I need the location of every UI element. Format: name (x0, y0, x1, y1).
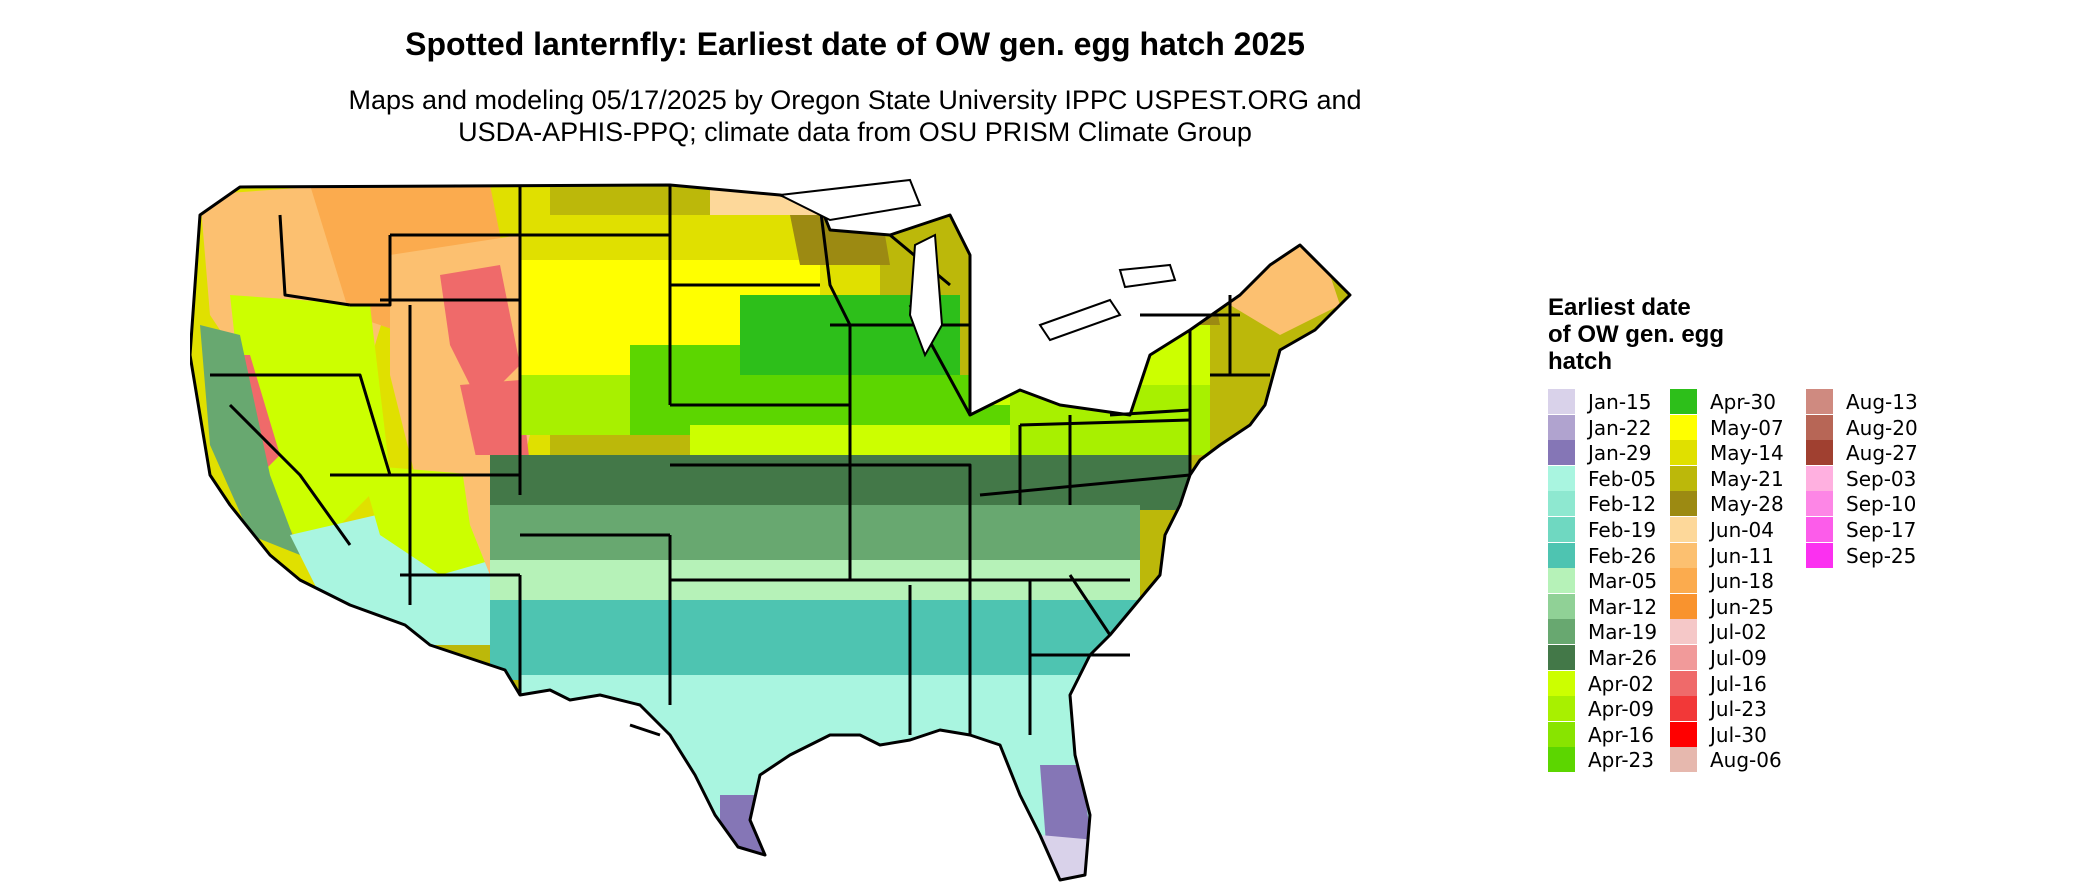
legend-label: Aug-20 (1846, 415, 1918, 440)
legend-label: Mar-26 (1588, 646, 1658, 670)
legend-label: Jul-23 (1710, 697, 1767, 722)
legend-swatch (1548, 491, 1575, 517)
legend-swatch (1670, 593, 1697, 619)
legend-label: May-28 (1710, 492, 1784, 517)
legend-swatch (1806, 517, 1833, 542)
legend-label: May-14 (1710, 441, 1784, 466)
legend-swatch (1806, 542, 1833, 568)
legend-label: Jul-30 (1710, 722, 1767, 747)
legend-label: Apr-09 (1588, 697, 1654, 722)
band-gulf-inland (490, 560, 1140, 605)
map-subtitle: Maps and modeling 05/17/2025 by Oregon S… (0, 84, 1710, 148)
legend-label: Feb-12 (1588, 492, 1657, 517)
legend-title-line-3: hatch (1548, 348, 1613, 375)
us-map (190, 178, 1352, 882)
legend-label: Jan-22 (1588, 415, 1652, 440)
legend-swatch (1548, 517, 1575, 542)
legend-label: Sep-10 (1846, 492, 1917, 517)
legend-label: Apr-02 (1588, 671, 1654, 696)
legend-swatch (1670, 619, 1697, 645)
legend-label: Aug-06 (1710, 748, 1782, 773)
legend-swatch (1670, 645, 1697, 670)
legend-swatch (1548, 465, 1575, 491)
legend-label: Feb-05 (1588, 466, 1657, 491)
legend-swatch (1548, 721, 1575, 747)
legend-swatch (1670, 414, 1697, 440)
legend-swatch (1670, 517, 1697, 542)
map-title: Spotted lanternfly: Earliest date of OW … (405, 26, 1305, 62)
legend-label: Jan-29 (1588, 441, 1652, 466)
legend-label: Jul-16 (1710, 671, 1767, 696)
lake-erie (1038, 298, 1122, 342)
legend-label: Aug-13 (1846, 390, 1918, 414)
legend-label: May-07 (1710, 415, 1784, 440)
legend-title-line-2: of OW gen. egg (1548, 321, 1724, 348)
legend-label: Feb-19 (1588, 518, 1657, 542)
legend-label: Jun-18 (1710, 569, 1774, 594)
band-florida-keys-tone (1040, 835, 1100, 880)
legend-label: Apr-30 (1710, 390, 1776, 414)
legend-label: May-21 (1710, 466, 1784, 491)
legend-label: Jul-09 (1710, 646, 1767, 670)
legend-label: Jul-02 (1710, 620, 1767, 645)
legend-label: Sep-17 (1846, 518, 1917, 542)
legend-swatch (1548, 747, 1575, 773)
band-california-valley (200, 325, 300, 555)
legend-swatch (1548, 389, 1575, 414)
state-boundaries (190, 183, 1352, 882)
legend-label: Jun-04 (1710, 518, 1774, 542)
legend-swatch (1670, 465, 1697, 491)
legend-swatch (1548, 593, 1575, 619)
legend-swatch (1806, 414, 1833, 440)
legend-label: Mar-05 (1588, 569, 1658, 594)
legend-label: Mar-19 (1588, 620, 1658, 645)
band-south-texas-tip (720, 795, 775, 865)
lake-michigan (908, 233, 944, 358)
legend-label: Apr-16 (1588, 722, 1654, 747)
subtitle-line-2: USDA-APHIS-PPQ; climate data from OSU PR… (458, 117, 1252, 147)
band-gulf-coast (490, 600, 1140, 680)
legend-label: Apr-23 (1588, 748, 1654, 773)
legend-swatch (1670, 721, 1697, 747)
legend-swatch (1670, 696, 1697, 722)
legend-label: Feb-26 (1588, 543, 1657, 568)
legend-title-line-1: Earliest date (1548, 294, 1691, 321)
legend-label: Jan-15 (1588, 390, 1652, 414)
legend-label: Sep-03 (1846, 466, 1917, 491)
legend-title: Earliest date of OW gen. egg hatch (1548, 294, 1778, 375)
great-lakes (776, 178, 1177, 358)
legend-swatch (1670, 568, 1697, 594)
legend-label: Aug-27 (1846, 441, 1918, 466)
legend-swatch (1670, 670, 1697, 696)
band-colorado-peaks (460, 380, 530, 475)
legend-label: Sep-25 (1846, 543, 1917, 568)
legend-swatch (1670, 491, 1697, 517)
legend-swatch (1806, 440, 1833, 466)
lake-superior (776, 178, 922, 222)
legend-label: Jun-25 (1710, 594, 1774, 619)
legend-label: Mar-12 (1588, 594, 1658, 619)
band-upper-south (490, 455, 1190, 510)
legend-swatch (1548, 542, 1575, 568)
legend-swatch (1548, 568, 1575, 594)
subtitle-line-1: Maps and modeling 05/17/2025 by Oregon S… (348, 85, 1362, 115)
legend-swatch (1670, 440, 1697, 466)
legend-swatch (1548, 645, 1575, 670)
legend-swatch (1670, 389, 1697, 414)
legend-swatch (1806, 389, 1833, 414)
legend-label: Jun-11 (1710, 543, 1774, 568)
legend-swatch (1806, 465, 1833, 491)
legend-swatch (1670, 542, 1697, 568)
lake-ontario (1118, 263, 1177, 289)
legend-swatch (1548, 619, 1575, 645)
legend-swatch (1548, 414, 1575, 440)
legend-swatch (1806, 491, 1833, 517)
legend-swatch (1548, 670, 1575, 696)
legend-swatch (1548, 440, 1575, 466)
legend-swatch (1548, 696, 1575, 722)
legend-swatch (1670, 747, 1697, 773)
